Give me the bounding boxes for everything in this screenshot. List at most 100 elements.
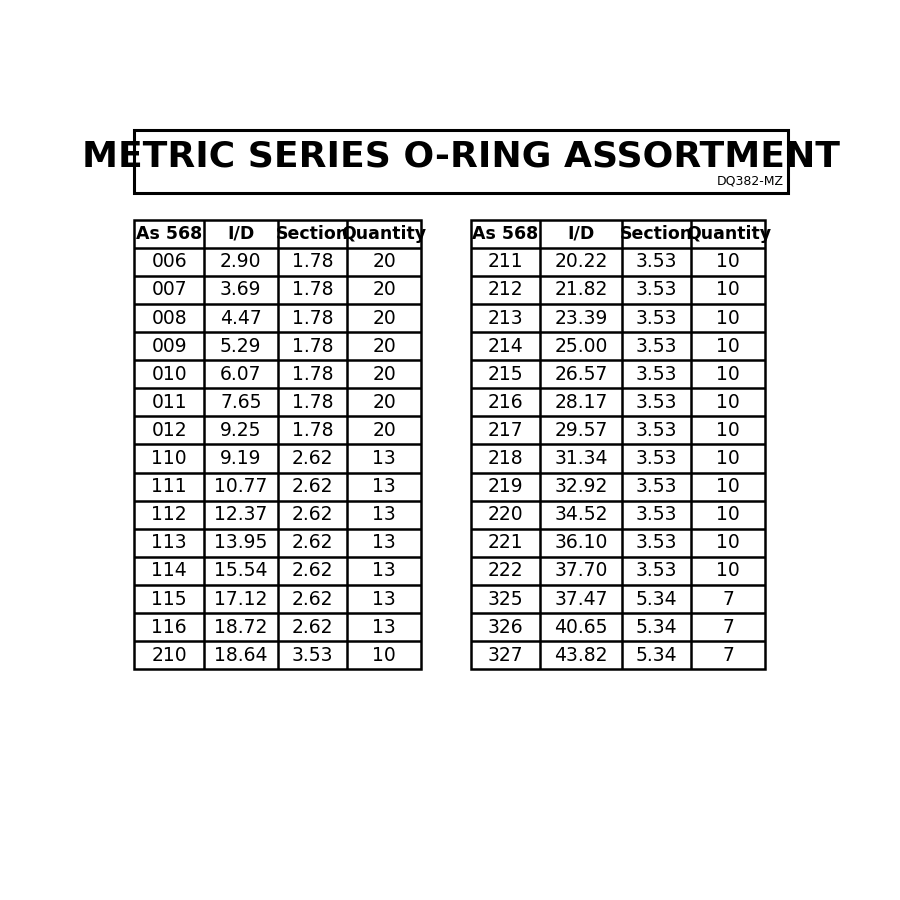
Text: 216: 216 bbox=[488, 392, 523, 412]
Text: 29.57: 29.57 bbox=[554, 421, 608, 440]
Text: 007: 007 bbox=[151, 281, 187, 300]
Text: 7: 7 bbox=[723, 646, 734, 665]
Text: 13: 13 bbox=[373, 505, 396, 525]
Text: 3.53: 3.53 bbox=[635, 562, 678, 580]
Text: 1.78: 1.78 bbox=[292, 252, 333, 271]
Text: 10: 10 bbox=[716, 421, 740, 440]
Text: 37.47: 37.47 bbox=[554, 590, 608, 608]
Text: 008: 008 bbox=[151, 309, 187, 328]
FancyBboxPatch shape bbox=[134, 130, 788, 193]
Text: 10: 10 bbox=[716, 364, 740, 383]
Text: 10.77: 10.77 bbox=[214, 477, 267, 496]
Text: 10: 10 bbox=[716, 281, 740, 300]
Text: 3.53: 3.53 bbox=[635, 534, 678, 553]
Text: 214: 214 bbox=[488, 337, 523, 356]
Text: 12.37: 12.37 bbox=[214, 505, 267, 525]
Text: As 568: As 568 bbox=[472, 225, 538, 243]
Text: 7.65: 7.65 bbox=[220, 392, 262, 412]
Text: 10: 10 bbox=[373, 646, 396, 665]
Text: METRIC SERIES O-RING ASSORTMENT: METRIC SERIES O-RING ASSORTMENT bbox=[82, 140, 841, 174]
Text: 13: 13 bbox=[373, 562, 396, 580]
Text: 211: 211 bbox=[488, 252, 523, 271]
Text: 3.53: 3.53 bbox=[635, 477, 678, 496]
Text: 325: 325 bbox=[488, 590, 523, 608]
Text: 20: 20 bbox=[373, 364, 396, 383]
Text: 221: 221 bbox=[488, 534, 523, 553]
Text: 110: 110 bbox=[151, 449, 187, 468]
Text: 3.53: 3.53 bbox=[635, 309, 678, 328]
Text: 3.53: 3.53 bbox=[635, 505, 678, 525]
Text: 32.92: 32.92 bbox=[554, 477, 608, 496]
Text: 26.57: 26.57 bbox=[554, 364, 608, 383]
Text: 20: 20 bbox=[373, 421, 396, 440]
Text: 210: 210 bbox=[151, 646, 187, 665]
Text: 20.22: 20.22 bbox=[554, 252, 608, 271]
Text: 25.00: 25.00 bbox=[554, 337, 608, 356]
Text: 006: 006 bbox=[151, 252, 187, 271]
Text: 2.62: 2.62 bbox=[292, 477, 333, 496]
Text: 2.62: 2.62 bbox=[292, 590, 333, 608]
Text: 115: 115 bbox=[151, 590, 187, 608]
Text: 3.53: 3.53 bbox=[635, 392, 678, 412]
Text: DQ382-MZ: DQ382-MZ bbox=[716, 175, 784, 187]
Text: 213: 213 bbox=[488, 309, 523, 328]
Text: 1.78: 1.78 bbox=[292, 421, 333, 440]
Text: 31.34: 31.34 bbox=[554, 449, 608, 468]
FancyBboxPatch shape bbox=[471, 220, 765, 670]
Text: Section: Section bbox=[620, 225, 693, 243]
Text: 1.78: 1.78 bbox=[292, 281, 333, 300]
Text: 116: 116 bbox=[151, 617, 187, 636]
Text: 36.10: 36.10 bbox=[554, 534, 608, 553]
Text: 23.39: 23.39 bbox=[554, 309, 608, 328]
Text: 18.64: 18.64 bbox=[214, 646, 267, 665]
Text: 3.53: 3.53 bbox=[635, 421, 678, 440]
Text: 28.17: 28.17 bbox=[554, 392, 608, 412]
Text: 10: 10 bbox=[716, 309, 740, 328]
Text: 114: 114 bbox=[151, 562, 187, 580]
Text: 10: 10 bbox=[716, 562, 740, 580]
Text: 009: 009 bbox=[151, 337, 187, 356]
Text: 20: 20 bbox=[373, 337, 396, 356]
Text: Section: Section bbox=[276, 225, 349, 243]
Text: 10: 10 bbox=[716, 534, 740, 553]
Text: 13: 13 bbox=[373, 449, 396, 468]
Text: 010: 010 bbox=[151, 364, 187, 383]
Text: 111: 111 bbox=[151, 477, 187, 496]
Text: 1.78: 1.78 bbox=[292, 337, 333, 356]
Text: 20: 20 bbox=[373, 392, 396, 412]
Text: 10: 10 bbox=[716, 505, 740, 525]
Text: 10: 10 bbox=[716, 392, 740, 412]
Text: 113: 113 bbox=[151, 534, 187, 553]
Text: 43.82: 43.82 bbox=[554, 646, 608, 665]
Text: 222: 222 bbox=[488, 562, 523, 580]
Text: 218: 218 bbox=[488, 449, 523, 468]
Text: 7: 7 bbox=[723, 590, 734, 608]
Text: 2.62: 2.62 bbox=[292, 505, 333, 525]
Text: 20: 20 bbox=[373, 281, 396, 300]
Text: 34.52: 34.52 bbox=[554, 505, 608, 525]
Text: 1.78: 1.78 bbox=[292, 392, 333, 412]
Text: 112: 112 bbox=[151, 505, 187, 525]
Text: 2.62: 2.62 bbox=[292, 534, 333, 553]
Text: 17.12: 17.12 bbox=[214, 590, 267, 608]
Text: 5.34: 5.34 bbox=[635, 617, 678, 636]
Text: 2.90: 2.90 bbox=[220, 252, 262, 271]
Text: 7: 7 bbox=[723, 617, 734, 636]
Text: 011: 011 bbox=[151, 392, 187, 412]
Text: 15.54: 15.54 bbox=[214, 562, 267, 580]
Text: 10: 10 bbox=[716, 477, 740, 496]
Text: 40.65: 40.65 bbox=[554, 617, 608, 636]
Text: 13: 13 bbox=[373, 617, 396, 636]
Text: 10: 10 bbox=[716, 252, 740, 271]
Text: 5.29: 5.29 bbox=[220, 337, 262, 356]
Text: 13: 13 bbox=[373, 477, 396, 496]
Text: 20: 20 bbox=[373, 252, 396, 271]
Text: 9.19: 9.19 bbox=[220, 449, 262, 468]
Text: 220: 220 bbox=[488, 505, 523, 525]
Text: 13.95: 13.95 bbox=[214, 534, 267, 553]
Text: 012: 012 bbox=[151, 421, 187, 440]
Text: 20: 20 bbox=[373, 309, 396, 328]
Text: Quantity: Quantity bbox=[342, 225, 427, 243]
Text: 10: 10 bbox=[716, 449, 740, 468]
Text: I/D: I/D bbox=[227, 225, 255, 243]
